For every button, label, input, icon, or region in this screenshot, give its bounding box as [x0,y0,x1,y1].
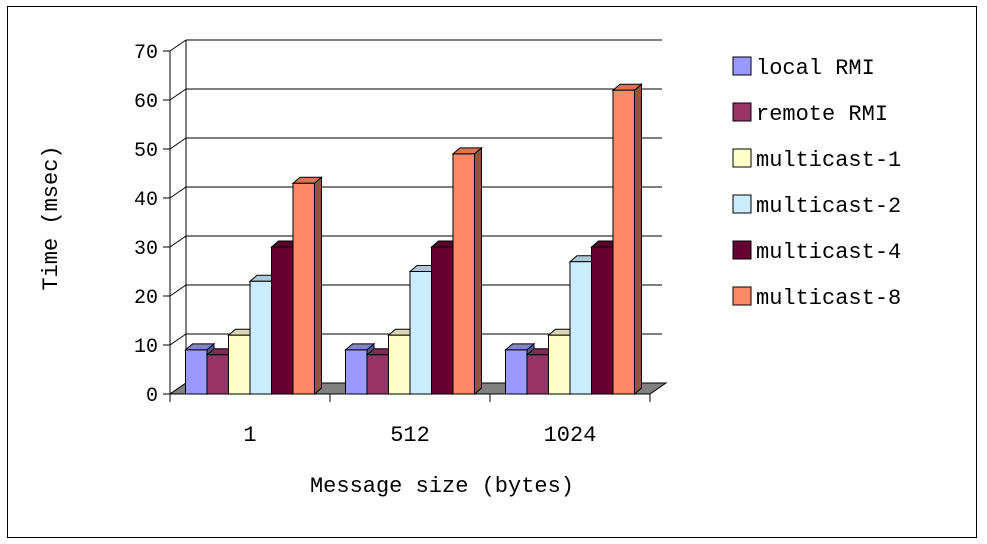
y-tick-label: 60 [134,91,158,114]
y-tick-label: 0 [146,385,158,408]
chart-frame [7,6,977,538]
y-tick-label: 20 [134,287,158,310]
legend-label: multicast-8 [756,286,901,311]
legend-item: local RMI [732,56,875,81]
legend-label: multicast-1 [756,148,901,173]
bar-front [591,246,614,395]
bar-front [548,334,571,395]
legend-swatch [732,102,752,122]
bar-front [206,354,229,395]
bar [611,83,643,396]
y-axis-label: Time (msec) [39,145,64,290]
legend-label: remote RMI [756,102,888,127]
gridline-diagonal [169,137,187,150]
bar-front [569,261,592,395]
bar-front [526,354,549,395]
x-axis-label: Message size (bytes) [310,474,574,499]
y-tick-label: 10 [134,336,158,359]
bar [451,146,483,396]
y-tick-label: 50 [134,140,158,163]
bar-front [228,334,251,395]
bar-front [366,354,389,395]
gridline-diagonal [169,333,187,346]
bar-side [474,146,482,396]
y-tick-label: 30 [134,238,158,261]
legend-swatch [732,56,752,76]
bar-side [634,83,642,396]
legend-label: multicast-4 [756,240,901,265]
legend-item: multicast-8 [732,286,901,311]
legend: local RMI remote RMI multicast-1 multicast-… [732,56,901,311]
bar-front [431,246,454,395]
bar-front [505,349,528,395]
gridline-diagonal [169,284,187,297]
bar-front [249,280,272,395]
bar-front [409,271,432,395]
gridline-diagonal [169,39,187,52]
gridline-diagonal [169,186,187,199]
bar-front [345,349,368,395]
legend-swatch [732,286,752,306]
bar-front [271,246,294,395]
legend-item: multicast-1 [732,148,901,173]
bar-front [185,349,208,395]
legend-swatch [732,240,752,260]
gridline-diagonal [169,88,187,101]
x-tick-label: 1 [243,423,256,448]
legend-item: multicast-4 [732,240,901,265]
y-tick-label: 40 [134,189,158,212]
y-tick-label: 70 [134,42,158,65]
legend-label: multicast-2 [756,194,901,219]
bar-side [314,176,322,396]
bars [184,83,643,396]
legend-item: multicast-2 [732,194,901,219]
x-tick-label: 1024 [544,423,597,448]
bar-front [292,182,315,395]
bar-front [452,153,475,395]
legend-item: remote RMI [732,102,888,127]
bar [291,176,323,396]
legend-label: local RMI [756,56,875,81]
x-tick-label: 512 [390,423,430,448]
bar-front [612,89,635,395]
bar-front [388,334,411,395]
gridline-diagonal [169,235,187,248]
legend-swatch [732,194,752,214]
legend-swatch [732,148,752,168]
